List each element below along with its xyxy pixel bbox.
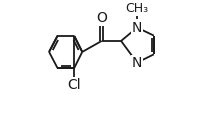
- Text: N: N: [132, 56, 142, 70]
- Text: CH₃: CH₃: [126, 2, 149, 15]
- Text: N: N: [132, 21, 142, 34]
- Text: Cl: Cl: [67, 78, 81, 92]
- Text: O: O: [96, 10, 107, 25]
